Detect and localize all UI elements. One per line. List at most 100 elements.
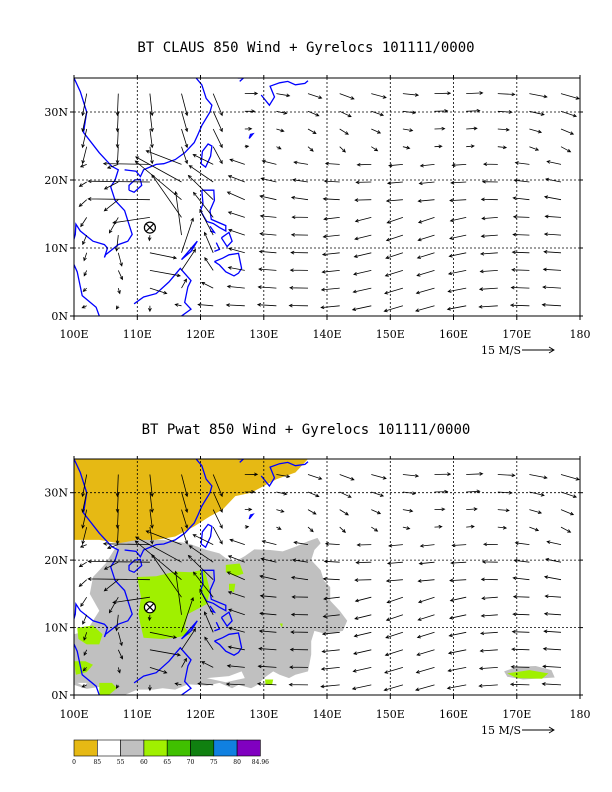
x-tick-label: 180 [570,708,591,721]
wind-arrow [483,542,498,547]
wind-arrow [371,474,387,480]
x-tick-label: 160E [439,328,468,341]
wind-arrow [451,543,467,548]
wind-arrow [417,579,435,583]
wind-arrow [82,234,88,246]
legend-swatch [143,739,168,757]
gyre-center-marker [143,221,156,234]
wind-arrow [259,574,277,581]
wind-arrow [415,667,435,674]
wind-arrow [149,649,181,657]
x-tick-label: 120E [186,328,215,341]
wind-arrow [543,250,562,254]
wind-arrow [560,146,572,153]
wind-arrow [434,109,449,113]
wind-arrow [478,666,498,671]
wind-arrow [259,232,277,236]
wind-arrow [560,93,580,100]
wind-arrow [79,544,87,548]
wind-arrow [478,304,498,309]
panel-1-title: BT CLAUS 850 Wind + Gyrelocs 101111/0000 [137,40,475,56]
wind-arrow [307,509,317,515]
x-tick-label: 130E [249,328,278,341]
wind-arrow [356,162,372,167]
wind-arrow [339,474,355,481]
wind-arrow [449,596,467,602]
wind-arrow [529,93,548,99]
wind-arrow [434,472,452,476]
wind-arrow [546,540,562,545]
wind-arrow [356,543,372,547]
wind-arrow [212,509,223,529]
wind-arrow [371,491,385,497]
wind-arrow [512,196,530,201]
wind-arrow [181,526,189,545]
coastline [248,513,255,520]
legend-swatch [166,739,191,757]
wind-arrow [339,128,349,135]
wind-arrow [291,595,309,599]
x-tick-label: 120E [186,708,215,721]
wind-arrow [199,588,214,615]
wind-arrow [149,287,168,295]
wind-arrow [276,509,285,513]
wind-arrow [78,561,87,568]
wind-arrow [307,474,323,480]
coastline [220,611,233,628]
wind-arrow [149,146,154,165]
coastline [214,252,243,277]
wind-arrow [226,191,245,201]
wind-arrow [226,664,245,668]
panel-pwat: 100E 110E 120E 130E 140E 150E 160E 170E 180 0N 10N… [44,456,591,737]
wind-arrow [544,214,562,219]
wind-arrow [388,543,403,548]
wind-arrow [81,128,88,149]
wind-arrow [417,199,435,203]
wind-arrow [415,287,435,295]
wind-arrow [352,287,372,294]
wind-arrow [115,474,120,498]
wind-arrow [560,128,575,135]
wind-arrow [212,111,223,133]
wind-arrow [258,646,277,651]
y-tick-label: 30N [44,106,68,119]
wind-arrow [117,270,123,281]
wind-arrow [497,92,516,97]
wind-arrow [418,181,435,186]
wind-arrow [529,146,540,151]
legend-label: 85 [93,759,101,766]
wind-arrow [79,164,87,168]
coastline [260,80,309,107]
wind-arrow [354,217,372,223]
wind-arrow [229,158,245,165]
wind-arrow [351,305,372,311]
wind-arrow [307,110,320,117]
wind-arrow [181,596,194,633]
wind-arrow [384,270,404,277]
wind-arrow [307,146,314,152]
coastline [200,143,213,169]
wind-arrow [117,649,123,660]
wind-arrow [290,575,309,581]
wind-arrow [417,614,435,621]
wind-arrow [244,525,250,529]
wind-arrow [386,596,404,604]
wind-arrow [402,491,417,496]
wind-arrow [149,509,154,529]
wind-arrow [466,507,478,511]
wind-arrow [115,146,120,165]
wind-arrow [174,190,182,236]
wind-arrow [108,597,119,614]
x-tick-label: 130E [249,708,278,721]
wind-arrow [112,596,150,604]
wind-arrow [321,252,340,257]
wind-arrow [560,509,575,516]
wind-arrow [147,235,152,242]
y-tick-label: 20N [44,554,68,567]
wind-arrow [149,631,178,639]
wind-arrow [322,234,340,239]
wind-arrow [480,613,498,618]
wind-arrow [225,303,245,307]
wind-arrow [201,661,214,668]
x-tick-label: 170E [502,328,531,341]
